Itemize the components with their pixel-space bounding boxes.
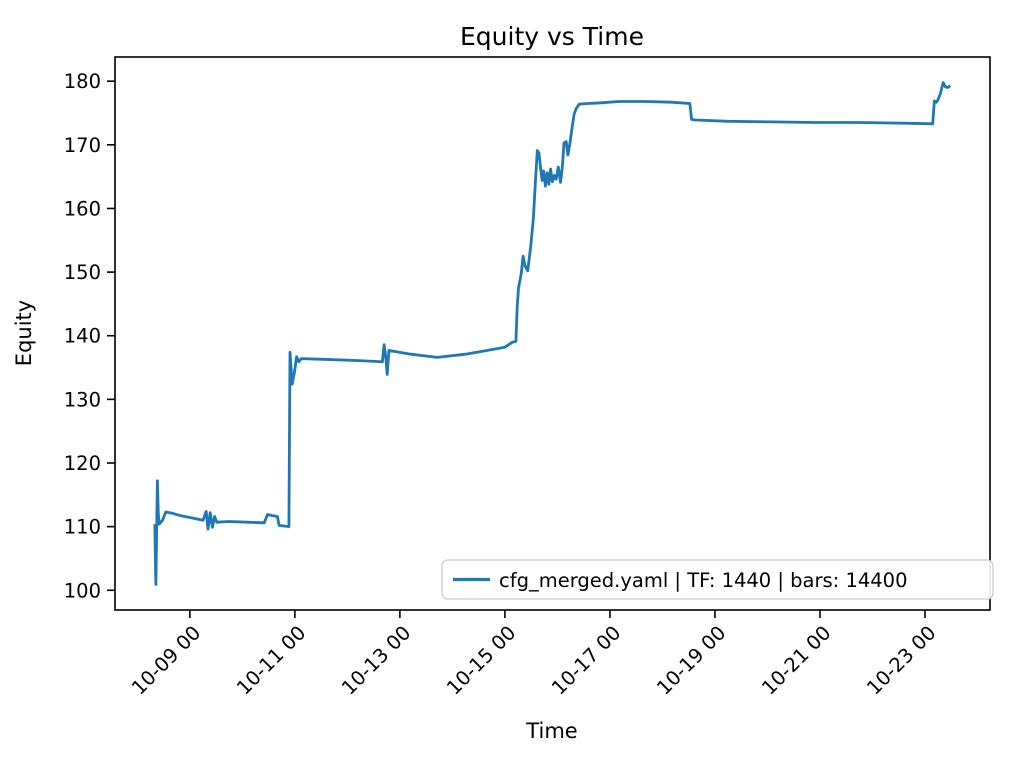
equity-line [153,81,952,586]
y-tick-label: 170 [64,134,101,157]
legend-box [441,559,994,600]
x-tick-label: 10-23 00 [862,621,940,699]
legend: cfg_merged.yaml | TF: 1440 | bars: 14400 [441,559,994,600]
y-axis-label: Equity [12,300,36,366]
y-axis-ticks: 100 110 120 130 140 150 160 170 180 [64,70,115,602]
legend-label: cfg_merged.yaml | TF: 1440 | bars: 14400 [499,569,907,592]
x-tick-label: 10-13 00 [337,621,415,699]
y-tick-label: 100 [64,579,101,602]
y-tick-label: 130 [64,388,101,411]
chart-title: Equity vs Time [460,22,644,51]
y-tick-label: 140 [64,325,101,348]
y-tick-label: 110 [64,516,101,539]
plot-border [114,56,991,611]
y-tick-label: 160 [64,197,101,220]
x-tick-label: 10-19 00 [652,621,730,699]
y-tick-label: 150 [64,261,101,284]
x-axis-label: Time [525,719,577,743]
y-tick-label: 120 [64,452,101,475]
x-tick-label: 10-21 00 [757,621,835,699]
x-tick-label: 10-11 00 [232,621,310,699]
y-tick-label: 180 [64,70,101,93]
x-tick-label: 10-17 00 [547,621,625,699]
x-tick-label: 10-15 00 [442,621,520,699]
x-tick-label: 10-09 00 [127,621,205,699]
x-axis-ticks: 10-09 00 10-11 00 10-13 00 10-15 00 10-17 00… [127,610,941,700]
